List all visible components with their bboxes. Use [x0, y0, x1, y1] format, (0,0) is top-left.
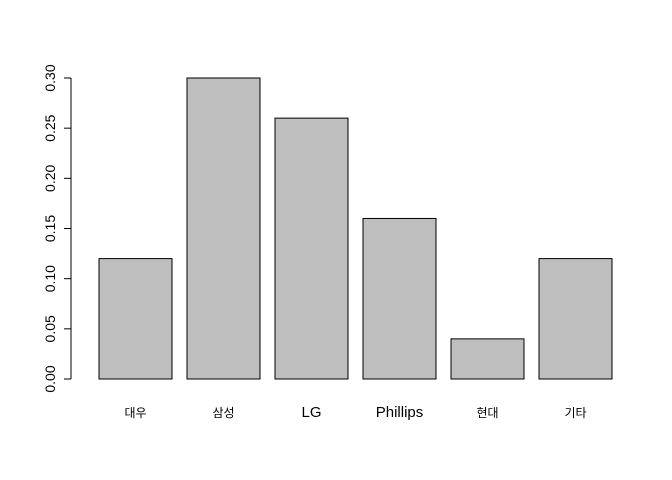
y-tick-label: 0.25 — [42, 114, 58, 141]
category-label: Phillips — [376, 404, 424, 421]
y-tick-label: 0.00 — [42, 365, 58, 392]
category-label: LG — [301, 404, 321, 421]
category-label: 기타 — [564, 406, 586, 420]
bar — [362, 217, 437, 380]
y-tick-label: 0.05 — [42, 315, 58, 342]
bar — [538, 258, 613, 380]
category-label: 현대 — [476, 406, 498, 420]
bar — [186, 77, 261, 380]
y-axis: 0.00 0.05 0.10 0.15 0.20 0.25 0.30 — [42, 64, 72, 393]
bars — [98, 77, 613, 380]
category-label: 삼성 — [212, 406, 234, 420]
y-tick-label: 0.10 — [42, 265, 58, 292]
bar — [450, 338, 525, 380]
x-axis-labels: 대우 삼성 LG Phillips 현대 기타 — [124, 404, 586, 421]
category-label: 대우 — [124, 406, 146, 420]
y-tick-label: 0.15 — [42, 215, 58, 242]
bar — [98, 258, 173, 380]
y-tick-label: 0.30 — [42, 64, 58, 91]
y-tick-label: 0.20 — [42, 164, 58, 191]
bar — [274, 117, 349, 380]
